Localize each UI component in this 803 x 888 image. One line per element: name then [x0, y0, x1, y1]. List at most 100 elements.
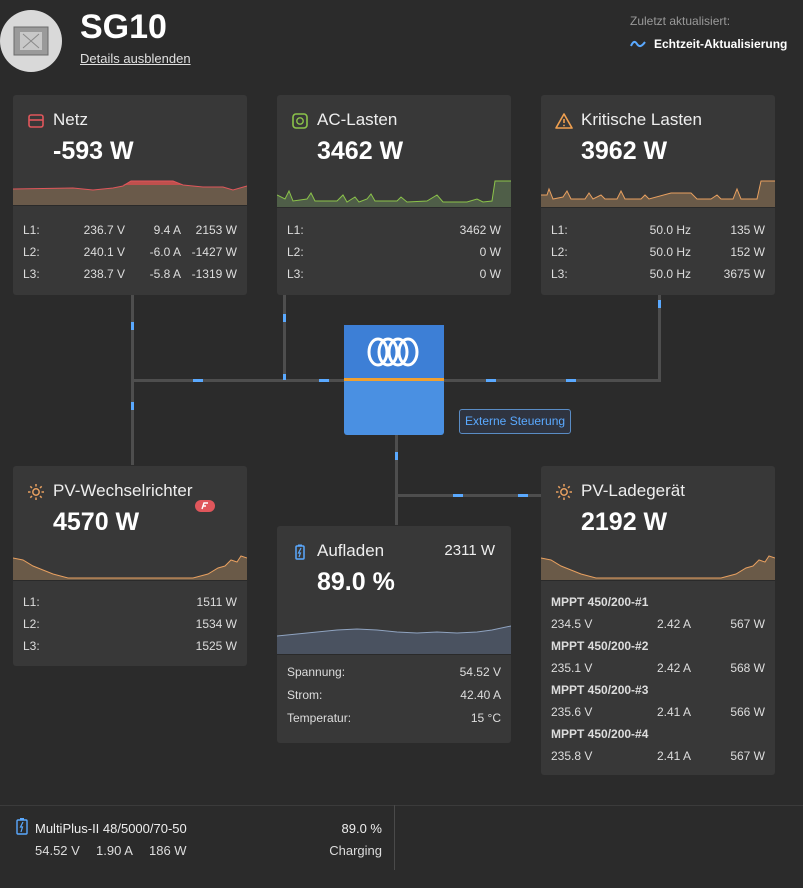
- grid-l1-label: L1:: [23, 223, 40, 237]
- grid-l2-power: -1427 W: [191, 245, 237, 259]
- critical-l3-freq: 50.0 Hz: [649, 267, 691, 281]
- ac-l3-label: L3:: [287, 267, 304, 281]
- pv-l1-power: 1511 W: [196, 595, 237, 609]
- critical-loads-title: Kritische Lasten: [581, 110, 702, 129]
- pv-charger-card[interactable]: PV-Ladegerät 2192 W MPPT 450/200-#1 234.…: [541, 466, 775, 775]
- battery-card[interactable]: Aufladen 2311 W 89.0 % Spannung: 54.52 V…: [277, 526, 511, 743]
- pv-inverter-row-l1: L1: 1511 W: [13, 595, 247, 615]
- ac-loads-card[interactable]: AC-Lasten 3462 W L1: 3462 W L2: 0 W L3: …: [277, 95, 511, 295]
- grid-l1-current: 9.4 A: [153, 223, 181, 237]
- battery-sparkline: [277, 625, 511, 654]
- mppt-4-row: 235.8 V 2.41 A 567 W: [541, 749, 775, 769]
- battery-icon: [295, 544, 305, 560]
- critical-l3-power: 3675 W: [723, 267, 765, 281]
- ac-loads-sparkline: [277, 180, 511, 207]
- battery-divider: [277, 654, 511, 655]
- mppt-1-power: 567 W: [730, 617, 765, 631]
- critical-loads-divider: [541, 207, 775, 208]
- device-image-icon: [13, 26, 49, 56]
- ac-loads-row-l3: L3: 0 W: [277, 267, 511, 287]
- critical-loads-card[interactable]: Kritische Lasten 3962 W L1: 50.0 Hz 135 …: [541, 95, 775, 295]
- grid-l3-power: -1319 W: [191, 267, 237, 281]
- device-state: Charging: [329, 843, 382, 858]
- grid-l3-label: L3:: [23, 267, 40, 281]
- grid-card[interactable]: Netz -593 W L1: 236.7 V 9.4 A 2153 W L2:…: [13, 95, 247, 295]
- ac-loads-icon: [292, 113, 308, 129]
- ac-l2-label: L2:: [287, 245, 304, 259]
- critical-l2-freq: 50.0 Hz: [649, 245, 691, 259]
- mppt-3-name: MPPT 450/200-#3: [541, 683, 775, 703]
- critical-l2-label: L2:: [551, 245, 568, 259]
- battery-charging-icon: [16, 818, 28, 835]
- grid-title: Netz: [53, 110, 88, 129]
- flow-dash: [453, 494, 463, 497]
- last-updated-label: Zuletzt aktualisiert:: [630, 14, 731, 28]
- device-summary[interactable]: MultiPlus-II 48/5000/70-50 89.0 % 54.52 …: [0, 805, 395, 870]
- critical-l2-power: 152 W: [730, 245, 765, 259]
- pv-charger-power-value: 2192 W: [581, 508, 668, 536]
- site-title: SG10: [80, 8, 167, 46]
- mppt-3-voltage: 235.6 V: [551, 705, 593, 719]
- ac-loads-row-l1: L1: 3462 W: [277, 223, 511, 243]
- realtime-label: Echtzeit-Aktualisierung: [654, 37, 788, 51]
- sun-icon: [556, 484, 572, 500]
- flow-dash: [319, 379, 329, 382]
- pv-inverter-card[interactable]: PV-Wechselrichter 4570 W L1: 1511 W L2: …: [13, 466, 247, 666]
- ac-loads-title: AC-Lasten: [317, 110, 398, 129]
- mppt-2-name-text: MPPT 450/200-#2: [551, 639, 649, 653]
- device-avatar: [0, 10, 62, 72]
- mppt-2-current: 2.42 A: [656, 661, 691, 675]
- grid-l2-label: L2:: [23, 245, 40, 259]
- battery-current-value: 42.40 A: [460, 688, 501, 702]
- mppt-1-name-text: MPPT 450/200-#1: [551, 595, 649, 609]
- grid-row-l1: L1: 236.7 V 9.4 A 2153 W: [13, 223, 247, 243]
- battery-row-current: Strom: 42.40 A: [277, 688, 511, 708]
- critical-l3-label: L3:: [551, 267, 568, 281]
- device-power: 186 W: [149, 843, 187, 858]
- realtime-update-toggle[interactable]: Echtzeit-Aktualisierung: [630, 37, 787, 51]
- pv-inverter-sparkline: [13, 555, 247, 580]
- hide-details-link[interactable]: Details ausblenden: [80, 51, 191, 66]
- external-control-button[interactable]: Externe Steuerung: [459, 409, 572, 434]
- battery-temperature-label: Temperatur:: [287, 711, 352, 725]
- victron-logo-icon: [344, 325, 444, 381]
- connector-ac-vertical: [283, 295, 286, 382]
- connector-critical-vertical: [658, 295, 661, 382]
- sun-icon: [28, 484, 44, 500]
- grid-row-l2: L2: 240.1 V -6.0 A -1427 W: [13, 245, 247, 265]
- grid-row-l3: L3: 238.7 V -5.8 A -1319 W: [13, 267, 247, 287]
- flow-dash: [518, 494, 528, 497]
- battery-power-value: 2311 W: [444, 542, 495, 559]
- critical-l1-power: 135 W: [730, 223, 765, 237]
- flow-dash: [131, 322, 134, 330]
- battery-title: Aufladen: [317, 541, 385, 560]
- battery-current-label: Strom:: [287, 688, 323, 702]
- pv-inverter-power-value: 4570 W: [53, 508, 140, 536]
- pv-l3-power: 1525 W: [195, 639, 237, 653]
- ac-l1-label: L1:: [287, 223, 304, 237]
- critical-l1-freq: 50.0 Hz: [649, 223, 691, 237]
- pv-charger-title: PV-Ladegerät: [581, 481, 685, 500]
- mppt-2-name: MPPT 450/200-#2: [541, 639, 775, 659]
- ac-loads-row-l2: L2: 0 W: [277, 245, 511, 265]
- mppt-2-row: 235.1 V 2.42 A 568 W: [541, 661, 775, 681]
- grid-power-value: -593 W: [53, 137, 134, 165]
- flow-dash: [283, 374, 286, 380]
- connector-battery-vertical: [395, 435, 398, 525]
- realtime-wave-icon: [630, 40, 646, 48]
- critical-row-l3: L3: 50.0 Hz 3675 W: [541, 267, 775, 287]
- flow-dash: [486, 379, 496, 382]
- mppt-1-current: 2.42 A: [656, 617, 691, 631]
- grid-l1-power: 2153 W: [195, 223, 237, 237]
- mppt-4-name-text: MPPT 450/200-#4: [551, 727, 649, 741]
- mppt-4-power: 567 W: [730, 749, 765, 763]
- mppt-1-voltage: 234.5 V: [551, 617, 593, 631]
- mppt-1-row: 234.5 V 2.42 A 567 W: [541, 617, 775, 637]
- grid-l3-voltage: 238.7 V: [83, 267, 125, 281]
- pv-l2-power: 1534 W: [195, 617, 237, 631]
- pv-l2-label: L2:: [23, 617, 40, 631]
- inverter-box[interactable]: [344, 325, 444, 435]
- critical-row-l2: L2: 50.0 Hz 152 W: [541, 245, 775, 265]
- device-name: MultiPlus-II 48/5000/70-50: [35, 821, 187, 836]
- critical-loads-power-value: 3962 W: [581, 137, 668, 165]
